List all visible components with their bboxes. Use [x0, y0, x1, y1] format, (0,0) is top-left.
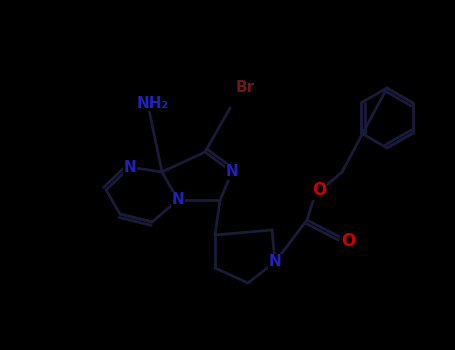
- Text: Br: Br: [235, 80, 254, 96]
- Text: O: O: [341, 232, 355, 250]
- Text: N: N: [124, 160, 136, 175]
- Text: NH₂: NH₂: [137, 96, 169, 111]
- Text: O: O: [312, 181, 326, 199]
- Text: N: N: [172, 193, 184, 208]
- Text: N: N: [226, 164, 238, 180]
- Text: N: N: [268, 254, 281, 270]
